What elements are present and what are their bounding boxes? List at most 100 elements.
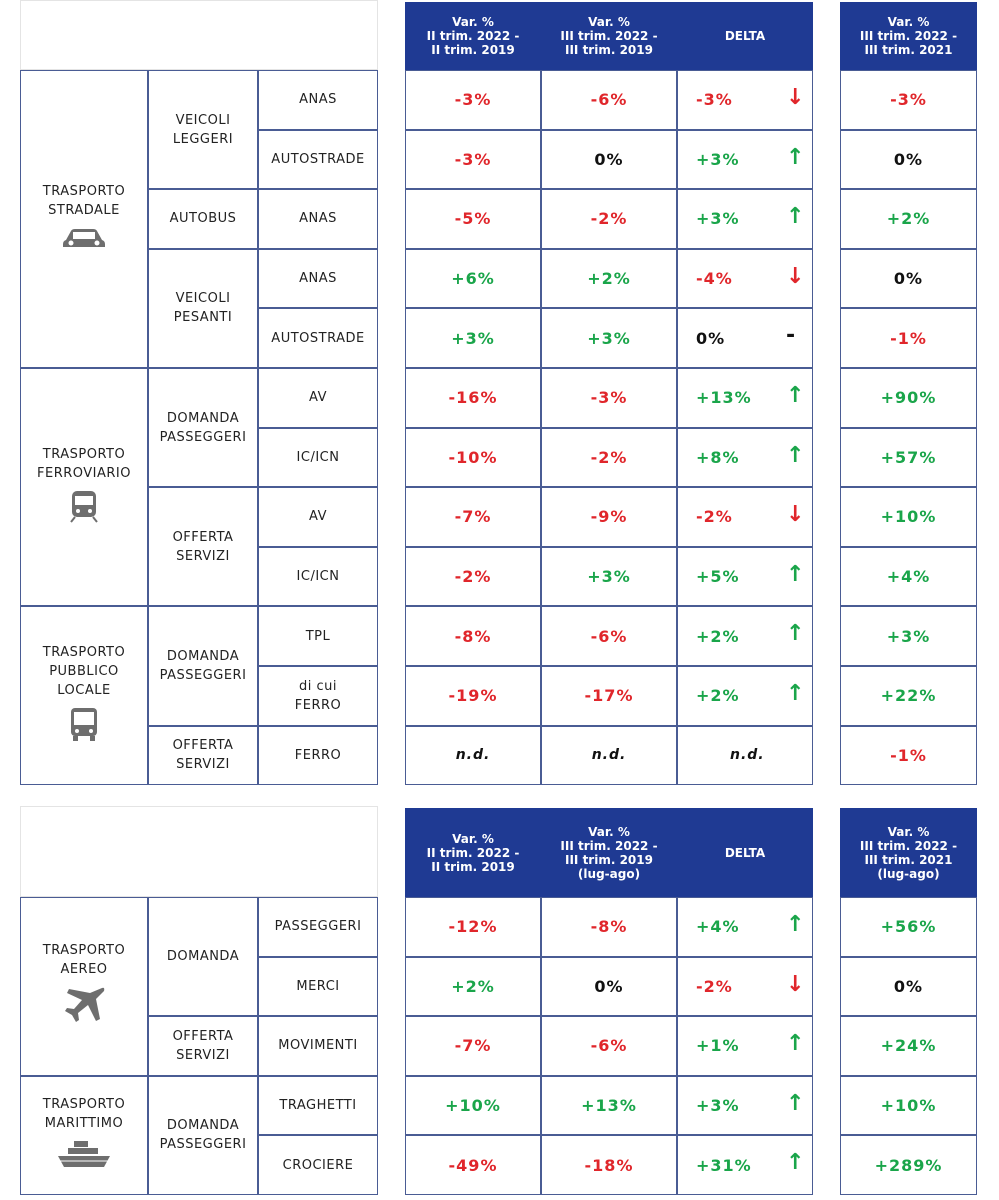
group-label: DOMANDA bbox=[148, 897, 258, 1017]
text-line: MOVIMENTI bbox=[278, 1038, 358, 1054]
value-cell: +2% bbox=[405, 956, 541, 1017]
value: +10% bbox=[880, 507, 937, 527]
text-line: AEREO bbox=[60, 962, 108, 978]
delta-cell: +3% ↑ bbox=[677, 189, 813, 249]
value: n.d. bbox=[455, 747, 491, 764]
value: +3% bbox=[696, 1096, 740, 1116]
text-line: STRADALE bbox=[48, 203, 120, 218]
delta-cell: -4% ↓ bbox=[677, 248, 813, 309]
value: -3% bbox=[890, 90, 927, 110]
delta-cell: -2% ↓ bbox=[677, 956, 813, 1017]
delta-cell: +2% ↑ bbox=[677, 666, 813, 726]
item-label: AUTOSTRADE bbox=[258, 308, 378, 368]
value: -1% bbox=[890, 745, 927, 765]
text-line: III trim. 2022 - bbox=[859, 29, 958, 43]
section-icon bbox=[62, 985, 106, 1031]
value: -7% bbox=[454, 507, 492, 527]
value: +1% bbox=[696, 1036, 740, 1056]
value-cell: -6% bbox=[541, 606, 677, 666]
value-cell: -18% bbox=[541, 1135, 677, 1195]
value-cell: -8% bbox=[405, 606, 541, 666]
value: -3% bbox=[590, 388, 628, 408]
text-line: OFFERTA bbox=[172, 529, 234, 545]
delta-cell: +13% ↑ bbox=[677, 368, 813, 428]
value-cell: -49% bbox=[405, 1135, 541, 1195]
item-label: FERRO bbox=[258, 725, 378, 786]
value-cell: -16% bbox=[405, 368, 541, 428]
value: -16% bbox=[448, 388, 498, 408]
section-icon bbox=[67, 489, 101, 529]
text-line: FERRO bbox=[294, 697, 342, 713]
text-line: DOMANDA bbox=[166, 949, 240, 965]
trend-arrow: ↑ bbox=[786, 1090, 805, 1116]
text-line: Var. % bbox=[452, 15, 494, 29]
item-label: di cui FERRO bbox=[258, 666, 378, 726]
trend-arrow: ↑ bbox=[786, 912, 805, 937]
value-cell: +24% bbox=[840, 1016, 977, 1076]
text-line: AV bbox=[309, 390, 327, 406]
text-line: TRASPORTO bbox=[42, 943, 126, 959]
value: +4% bbox=[886, 567, 931, 587]
value: +90% bbox=[880, 388, 937, 408]
value-cell: -3% bbox=[405, 129, 541, 190]
value: -7% bbox=[454, 1036, 492, 1056]
value: +22% bbox=[880, 686, 937, 706]
text-line: TRASPORTO bbox=[42, 184, 126, 199]
trend-arrow: ↑ bbox=[786, 561, 805, 587]
value: n.d. bbox=[730, 747, 765, 764]
value: +2% bbox=[696, 686, 740, 706]
value-cell: 0% bbox=[840, 248, 977, 309]
value: -1% bbox=[890, 328, 927, 348]
text-line: DOMANDA bbox=[166, 1118, 240, 1134]
delta-cell: +31% ↑ bbox=[677, 1135, 813, 1195]
value: +13% bbox=[696, 388, 752, 408]
text-line: III trim. 2019 bbox=[565, 852, 653, 867]
text-line: III trim. 2021 bbox=[864, 852, 953, 867]
group-label: VEICOLI LEGGERI bbox=[148, 70, 258, 190]
column-header: Var. % III trim. 2022 - III trim. 2019 bbox=[541, 2, 677, 70]
value: +13% bbox=[581, 1096, 637, 1116]
value-cell: +22% bbox=[840, 666, 977, 726]
text-line: AUTOSTRADE bbox=[271, 151, 365, 167]
value: -5% bbox=[454, 209, 492, 229]
group-label: VEICOLI PESANTI bbox=[148, 248, 258, 368]
item-label: AV bbox=[258, 368, 378, 428]
value: 0% bbox=[893, 976, 924, 996]
value: +4% bbox=[696, 917, 740, 937]
value: +31% bbox=[696, 1155, 752, 1175]
value-cell: -19% bbox=[405, 666, 541, 726]
text-line: Var. % bbox=[887, 824, 930, 839]
item-label: IC/ICN bbox=[258, 546, 378, 607]
value-cell: -2% bbox=[541, 427, 677, 488]
text-line: PASSEGGERI bbox=[159, 667, 247, 683]
text-line: IC/ICN bbox=[296, 569, 340, 585]
column-header: DELTA bbox=[677, 2, 813, 70]
text-line: PASSEGGERI bbox=[159, 429, 247, 445]
value-cell: +2% bbox=[840, 189, 977, 249]
section-icon bbox=[68, 706, 100, 748]
value: 0% bbox=[594, 149, 624, 169]
item-label: ANAS bbox=[258, 70, 378, 130]
value: -2% bbox=[696, 507, 733, 527]
value: -19% bbox=[448, 686, 498, 706]
value-cell: -3% bbox=[405, 70, 541, 130]
group-label: OFFERTA SERVIZI bbox=[148, 1016, 258, 1076]
text-line: MARITTIMO bbox=[44, 1116, 124, 1132]
text-line: II trim. 2019 bbox=[431, 43, 515, 57]
group-label: DOMANDA PASSEGGERI bbox=[148, 606, 258, 726]
text-line: MERCI bbox=[296, 978, 340, 994]
section-label: TRASPORTO MARITTIMO bbox=[20, 1075, 148, 1195]
text-line: II trim. 2022 - bbox=[426, 29, 520, 43]
text-line: III trim. 2022 - bbox=[560, 838, 658, 853]
delta-cell: +3% ↑ bbox=[677, 129, 813, 190]
value: 0% bbox=[893, 269, 924, 289]
value: -9% bbox=[590, 507, 628, 527]
text-line: PUBBLICO bbox=[49, 664, 119, 680]
value-cell: -2% bbox=[541, 189, 677, 249]
value: -17% bbox=[584, 686, 634, 706]
trend-arrow: ↑ bbox=[786, 1150, 805, 1176]
group-label: AUTOBUS bbox=[148, 189, 258, 249]
text-line: TRASPORTO bbox=[42, 1097, 126, 1113]
value-cell: -7% bbox=[405, 1016, 541, 1076]
value-cell: +56% bbox=[840, 897, 977, 957]
